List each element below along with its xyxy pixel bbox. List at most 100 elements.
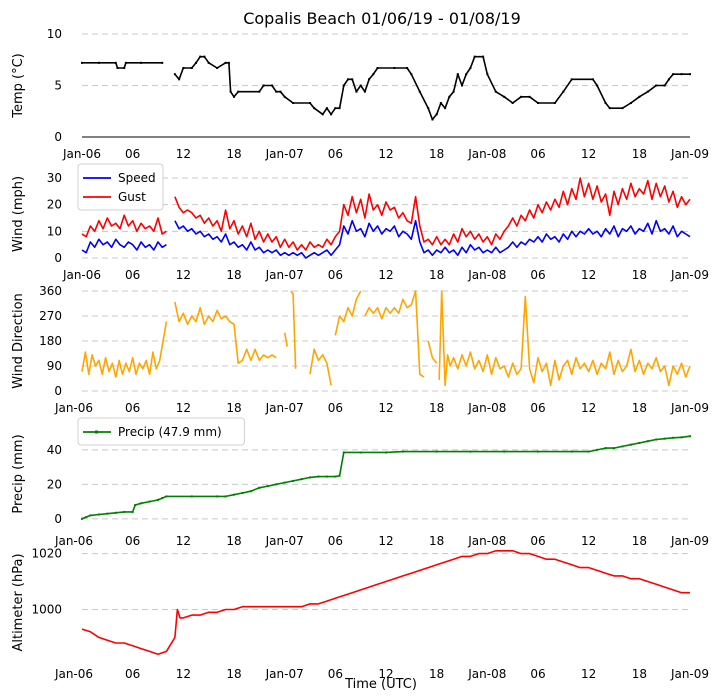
data-point bbox=[596, 448, 599, 451]
x-tick-label: 18 bbox=[429, 147, 444, 161]
y-tick-label: 180 bbox=[39, 334, 62, 348]
y-tick-label: 30 bbox=[47, 171, 62, 185]
x-tick-label: 06 bbox=[328, 268, 343, 282]
data-point bbox=[116, 66, 119, 69]
chart-title: Copalis Beach 01/06/19 - 01/08/19 bbox=[243, 9, 521, 28]
data-point bbox=[410, 73, 413, 76]
data-point bbox=[309, 102, 311, 105]
data-point bbox=[418, 90, 421, 93]
data-point bbox=[309, 476, 311, 479]
data-point bbox=[81, 517, 83, 520]
data-point bbox=[511, 102, 514, 105]
x-tick-label: 18 bbox=[429, 268, 444, 282]
data-point bbox=[258, 486, 261, 489]
x-tick-label: 18 bbox=[226, 268, 241, 282]
x-tick-label: Jan-09 bbox=[670, 534, 709, 548]
x-tick-label: Jan-06 bbox=[62, 147, 101, 161]
x-tick-label: Jan-07 bbox=[265, 667, 304, 681]
data-point bbox=[237, 90, 240, 93]
data-point bbox=[629, 102, 632, 105]
data-point bbox=[81, 61, 83, 64]
data-point bbox=[300, 478, 303, 481]
data-point bbox=[520, 95, 523, 98]
series-line-wind-direction bbox=[81, 290, 691, 387]
data-point bbox=[401, 450, 404, 453]
x-tick-label: 12 bbox=[176, 534, 191, 548]
x-tick-label: 06 bbox=[328, 401, 343, 415]
data-point bbox=[85, 516, 88, 519]
data-point bbox=[482, 55, 485, 58]
y-tick-label: 270 bbox=[39, 309, 62, 323]
x-tick-label: 06 bbox=[530, 534, 545, 548]
y-axis-title: Altimeter (hPa) bbox=[11, 553, 26, 651]
data-point bbox=[376, 66, 379, 69]
data-point bbox=[427, 107, 430, 110]
data-point bbox=[338, 107, 341, 110]
data-point bbox=[469, 450, 472, 453]
data-point bbox=[351, 78, 354, 81]
data-point bbox=[114, 511, 117, 514]
data-point bbox=[317, 475, 320, 478]
x-tick-label: 12 bbox=[378, 534, 393, 548]
x-axis-title: Time (UTC) bbox=[344, 677, 417, 692]
data-point bbox=[347, 78, 349, 81]
data-point bbox=[338, 474, 341, 477]
data-point bbox=[224, 61, 227, 64]
data-point bbox=[325, 107, 328, 110]
data-point bbox=[503, 450, 506, 453]
data-point bbox=[173, 73, 176, 76]
y-tick-label: 0 bbox=[54, 130, 62, 144]
data-point bbox=[283, 95, 286, 98]
data-point bbox=[275, 483, 278, 486]
data-point bbox=[663, 84, 666, 87]
data-point bbox=[134, 504, 137, 507]
data-point bbox=[140, 502, 143, 505]
y-tick-label: 0 bbox=[54, 512, 62, 526]
data-point bbox=[233, 493, 235, 496]
data-point bbox=[621, 445, 624, 448]
x-tick-label: 06 bbox=[328, 534, 343, 548]
legend-marker bbox=[95, 430, 98, 434]
x-tick-label: 18 bbox=[632, 534, 647, 548]
y-tick-label: 10 bbox=[47, 224, 62, 238]
data-point bbox=[469, 66, 472, 69]
data-point bbox=[190, 495, 193, 498]
x-tick-label: 12 bbox=[176, 401, 191, 415]
x-tick-label: 12 bbox=[581, 534, 596, 548]
x-tick-label: Jan-06 bbox=[54, 534, 93, 548]
data-point bbox=[313, 107, 316, 110]
y-tick-label: 20 bbox=[47, 198, 62, 212]
data-point bbox=[680, 436, 683, 439]
x-tick-label: Jan-09 bbox=[670, 667, 709, 681]
y-tick-label: 1000 bbox=[31, 602, 62, 616]
data-point bbox=[165, 495, 168, 498]
data-point bbox=[638, 441, 641, 444]
data-point bbox=[123, 510, 126, 513]
x-tick-label: 12 bbox=[378, 667, 393, 681]
series-line-precip-47-9-mm- bbox=[81, 435, 691, 520]
x-tick-label: 18 bbox=[632, 268, 647, 282]
data-point bbox=[570, 450, 573, 453]
series-line-temp bbox=[82, 55, 690, 121]
data-point bbox=[131, 510, 134, 513]
data-point bbox=[663, 437, 666, 440]
data-point bbox=[342, 451, 345, 454]
data-point bbox=[456, 73, 459, 76]
data-point bbox=[106, 512, 109, 515]
series-line-gust bbox=[81, 177, 691, 251]
x-tick-label: 06 bbox=[328, 667, 343, 681]
x-tick-label: 12 bbox=[378, 268, 393, 282]
data-point bbox=[140, 61, 143, 64]
data-point bbox=[638, 95, 641, 98]
legend-label: Gust bbox=[118, 190, 146, 204]
data-point bbox=[203, 55, 206, 58]
data-point bbox=[431, 118, 434, 121]
data-point bbox=[199, 55, 202, 58]
data-point bbox=[435, 113, 438, 116]
data-point bbox=[229, 90, 232, 93]
data-point bbox=[646, 440, 649, 443]
data-point bbox=[334, 475, 337, 478]
panel-wind: 0 10 20 30 Jan-06 06 12 18 Jan-07 06 12 18 Jan-08 06 1… bbox=[11, 163, 709, 282]
data-point bbox=[178, 78, 181, 81]
data-point bbox=[271, 84, 273, 87]
